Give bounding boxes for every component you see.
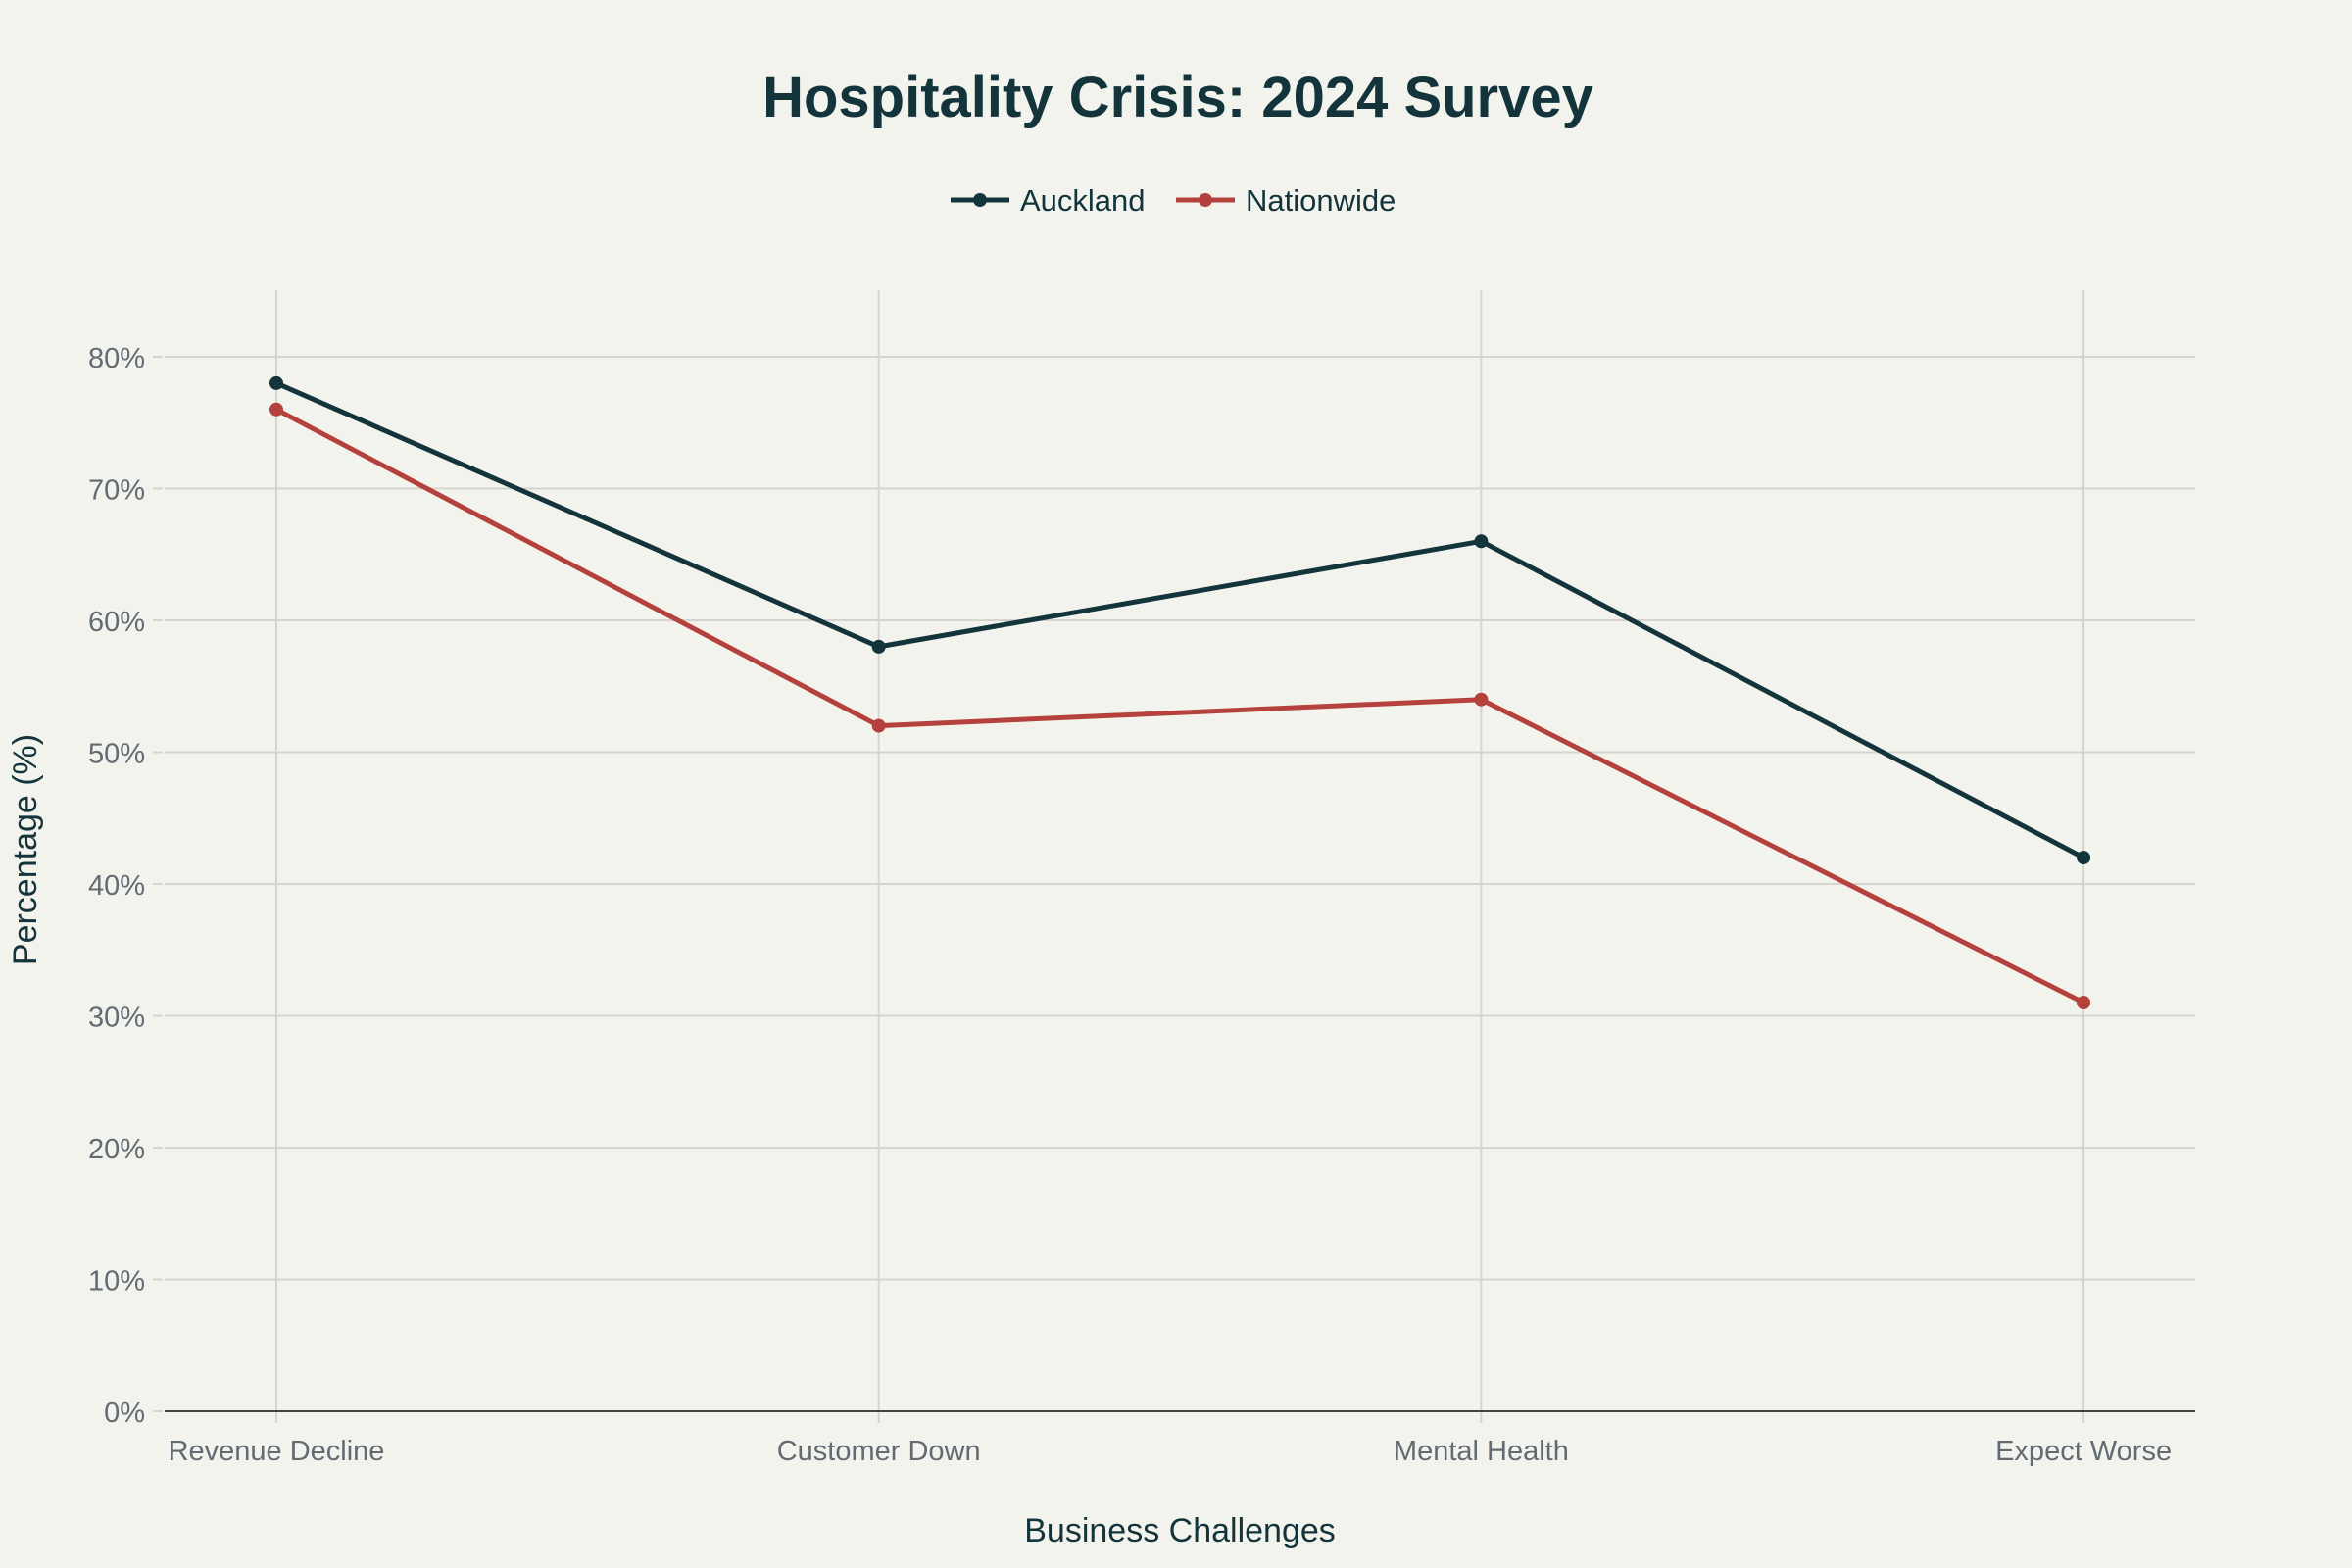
- x-tick-label: Revenue Decline: [169, 1436, 385, 1467]
- y-tick-label: 20%: [88, 1134, 145, 1165]
- legend: Auckland Nationwide: [951, 183, 1396, 218]
- x-axis-ticks: Revenue Decline Customer Down Mental Healt…: [169, 1436, 2173, 1467]
- data-point[interactable]: [1474, 534, 1489, 549]
- legend-marker-icon: [973, 193, 987, 207]
- data-point[interactable]: [2077, 851, 2091, 865]
- data-point[interactable]: [270, 402, 283, 416]
- y-tick-label: 70%: [88, 475, 145, 507]
- chart-title: Hospitality Crisis: 2024 Survey: [762, 66, 1593, 129]
- y-tick-label: 60%: [88, 607, 145, 638]
- y-axis-ticks: 0% 10% 20% 30% 40% 50% 60% 70% 80%: [88, 343, 163, 1429]
- legend-label: Nationwide: [1246, 183, 1396, 218]
- legend-item-auckland[interactable]: Auckland: [951, 183, 1146, 218]
- x-tick-label: Expect Worse: [1995, 1436, 2172, 1467]
- data-point[interactable]: [2077, 996, 2091, 1010]
- data-point[interactable]: [270, 375, 283, 390]
- x-tick-label: Mental Health: [1394, 1436, 1569, 1467]
- y-tick-label: 50%: [88, 739, 145, 770]
- y-gridlines: [165, 356, 2195, 1281]
- data-point[interactable]: [871, 718, 886, 733]
- legend-item-nationwide[interactable]: Nationwide: [1176, 183, 1396, 218]
- y-tick-label: 80%: [88, 343, 145, 374]
- series-auckland: [270, 375, 2091, 865]
- y-tick-label: 10%: [88, 1266, 145, 1298]
- legend-marker-icon: [1199, 193, 1212, 207]
- x-tick-label: Customer Down: [777, 1436, 981, 1467]
- y-axis-title: Percentage (%): [7, 734, 44, 965]
- data-point[interactable]: [1474, 692, 1489, 707]
- data-point[interactable]: [871, 639, 886, 654]
- legend-label: Auckland: [1020, 183, 1146, 218]
- series-line: [274, 407, 2085, 1005]
- series-group: [270, 375, 2091, 1010]
- y-tick-label: 0%: [104, 1397, 145, 1429]
- y-tick-label: 30%: [88, 1003, 145, 1034]
- x-gridlines: [275, 290, 2085, 1423]
- y-tick-label: 40%: [88, 870, 145, 902]
- series-line: [274, 380, 2085, 860]
- x-axis-title: Business Challenges: [1024, 1512, 1336, 1549]
- series-nationwide: [270, 402, 2091, 1010]
